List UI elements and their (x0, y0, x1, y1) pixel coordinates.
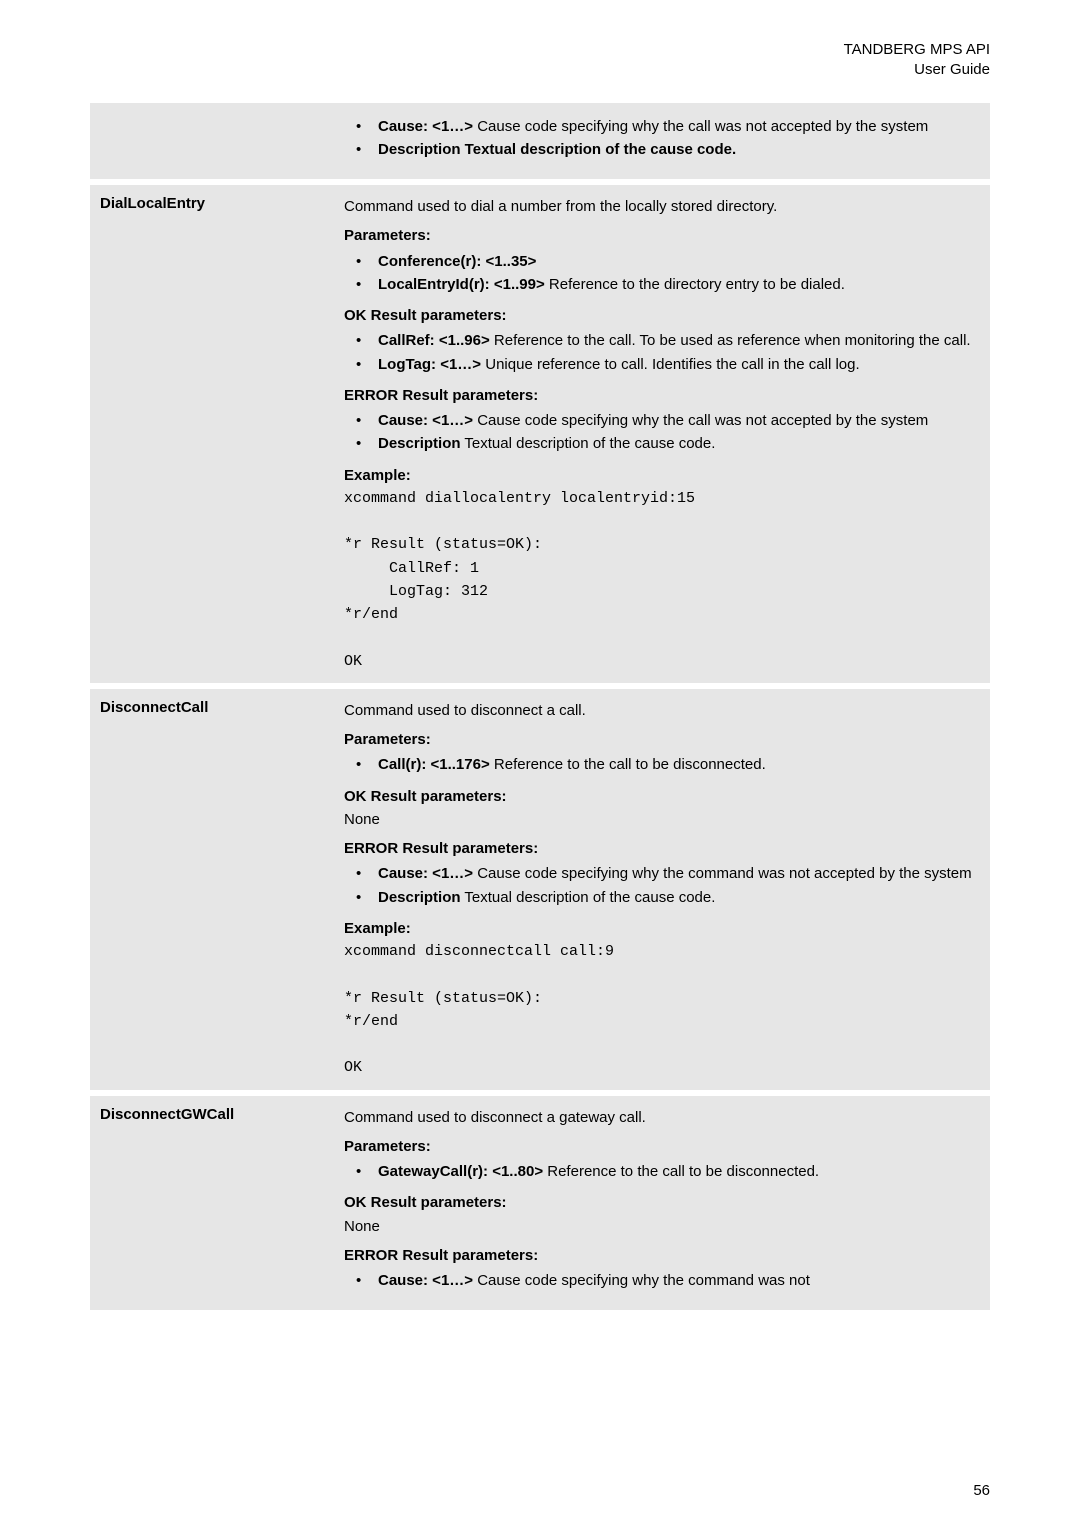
section-label: OK Result parameters: (344, 1191, 976, 1214)
list-item: Description Textual description of the c… (378, 432, 976, 455)
param-key: Description Textual description of the c… (378, 141, 736, 158)
param-text: Reference to the call. To be used as ref… (490, 332, 971, 349)
table-row: DisconnectGWCall Command used to disconne… (90, 1096, 990, 1311)
section-label: Parameters: (344, 224, 976, 247)
param-text: Reference to the directory entry to be d… (545, 276, 845, 293)
param-text: Cause code specifying why the call was n… (473, 118, 928, 135)
param-key: Description (378, 889, 461, 906)
table-row: Cause: <1…> Cause code specifying why th… (90, 103, 990, 180)
param-text: Textual description of the cause code. (461, 435, 716, 452)
section-label: ERROR Result parameters: (344, 1244, 976, 1267)
command-detail-cell: Cause: <1…> Cause code specifying why th… (340, 103, 990, 180)
list-item: Call(r): <1..176> Reference to the call … (378, 753, 976, 776)
param-text: Cause code specifying why the command wa… (473, 865, 972, 882)
body-text: None (344, 1215, 976, 1238)
section-label: ERROR Result parameters: (344, 384, 976, 407)
command-name-cell (90, 103, 340, 180)
param-key: Cause: <1…> (378, 412, 473, 429)
param-text: Cause code specifying why the call was n… (473, 412, 928, 429)
param-key: Description (378, 435, 461, 452)
param-text: Unique reference to call. Identifies the… (481, 356, 860, 373)
list-item: Cause: <1…> Cause code specifying why th… (378, 115, 976, 138)
command-name: DialLocalEntry (100, 195, 205, 212)
code-block: xcommand diallocalentry localentryid:15 (344, 487, 976, 510)
bullet-list: CallRef: <1..96> Reference to the call. … (344, 329, 976, 376)
command-table: Cause: <1…> Cause code specifying why th… (90, 103, 990, 1311)
list-item: Cause: <1…> Cause code specifying why th… (378, 409, 976, 432)
list-item: CallRef: <1..96> Reference to the call. … (378, 329, 976, 352)
list-item: LocalEntryId(r): <1..99> Reference to th… (378, 273, 976, 296)
section-label: OK Result parameters: (344, 304, 976, 327)
section-label: Example: (344, 917, 976, 940)
command-name-cell: DialLocalEntry (90, 185, 340, 683)
param-key: Cause: <1…> (378, 1272, 473, 1289)
param-key: Cause: <1…> (378, 118, 473, 135)
section-label: Parameters: (344, 728, 976, 751)
param-key: LogTag: <1…> (378, 356, 481, 373)
command-detail-cell: Command used to dial a number from the l… (340, 185, 990, 683)
command-detail-cell: Command used to disconnect a gateway cal… (340, 1096, 990, 1311)
param-key: Cause: <1…> (378, 865, 473, 882)
bullet-list: Cause: <1…> Cause code specifying why th… (344, 115, 976, 162)
command-name-cell: DisconnectGWCall (90, 1096, 340, 1311)
bullet-list: Cause: <1…> Cause code specifying why th… (344, 409, 976, 456)
table-row: DisconnectCall Command used to disconnect… (90, 689, 990, 1090)
page-number: 56 (973, 1482, 990, 1499)
bullet-list: GatewayCall(r): <1..80> Reference to the… (344, 1160, 976, 1183)
list-item: LogTag: <1…> Unique reference to call. I… (378, 353, 976, 376)
body-text: None (344, 808, 976, 831)
bullet-list: Cause: <1…> Cause code specifying why th… (344, 1269, 976, 1292)
header-line1: TANDBERG MPS API (90, 40, 990, 60)
bullet-list: Conference(r): <1..35> LocalEntryId(r): <… (344, 250, 976, 297)
param-text: Reference to the call to be disconnected… (490, 756, 766, 773)
code-block: xcommand disconnectcall call:9 (344, 940, 976, 963)
param-key: Call(r): <1..176> (378, 756, 490, 773)
bullet-list: Cause: <1…> Cause code specifying why th… (344, 862, 976, 909)
param-text: Reference to the call to be disconnected… (543, 1163, 819, 1180)
section-label: OK Result parameters: (344, 785, 976, 808)
page: TANDBERG MPS API User Guide Cause: <1…> … (0, 0, 1080, 1527)
section-label: Parameters: (344, 1135, 976, 1158)
list-item: Cause: <1…> Cause code specifying why th… (378, 1269, 976, 1292)
command-name-cell: DisconnectCall (90, 689, 340, 1090)
code-block: *r Result (status=OK): *r/end OK (344, 963, 976, 1079)
bullet-list: Call(r): <1..176> Reference to the call … (344, 753, 976, 776)
section-label: Example: (344, 464, 976, 487)
list-item: Cause: <1…> Cause code specifying why th… (378, 862, 976, 885)
command-name: DisconnectCall (100, 699, 208, 716)
header-line2: User Guide (90, 60, 990, 80)
code-block: *r Result (status=OK): CallRef: 1 LogTag… (344, 510, 976, 673)
table-row: DialLocalEntry Command used to dial a num… (90, 185, 990, 683)
list-item: Description Textual description of the c… (378, 138, 976, 161)
command-name: DisconnectGWCall (100, 1106, 234, 1123)
param-text: Cause code specifying why the command wa… (473, 1272, 810, 1289)
body-text: Command used to disconnect a gateway cal… (344, 1106, 976, 1129)
param-key: GatewayCall(r): <1..80> (378, 1163, 543, 1180)
list-item: Conference(r): <1..35> (378, 250, 976, 273)
param-key: Conference(r): <1..35> (378, 253, 536, 270)
list-item: Description Textual description of the c… (378, 886, 976, 909)
param-key: CallRef: <1..96> (378, 332, 490, 349)
page-header: TANDBERG MPS API User Guide (90, 40, 990, 81)
param-key: LocalEntryId(r): <1..99> (378, 276, 545, 293)
body-text: Command used to dial a number from the l… (344, 195, 976, 218)
command-detail-cell: Command used to disconnect a call. Parame… (340, 689, 990, 1090)
param-text: Textual description of the cause code. (461, 889, 716, 906)
list-item: GatewayCall(r): <1..80> Reference to the… (378, 1160, 976, 1183)
section-label: ERROR Result parameters: (344, 837, 976, 860)
body-text: Command used to disconnect a call. (344, 699, 976, 722)
